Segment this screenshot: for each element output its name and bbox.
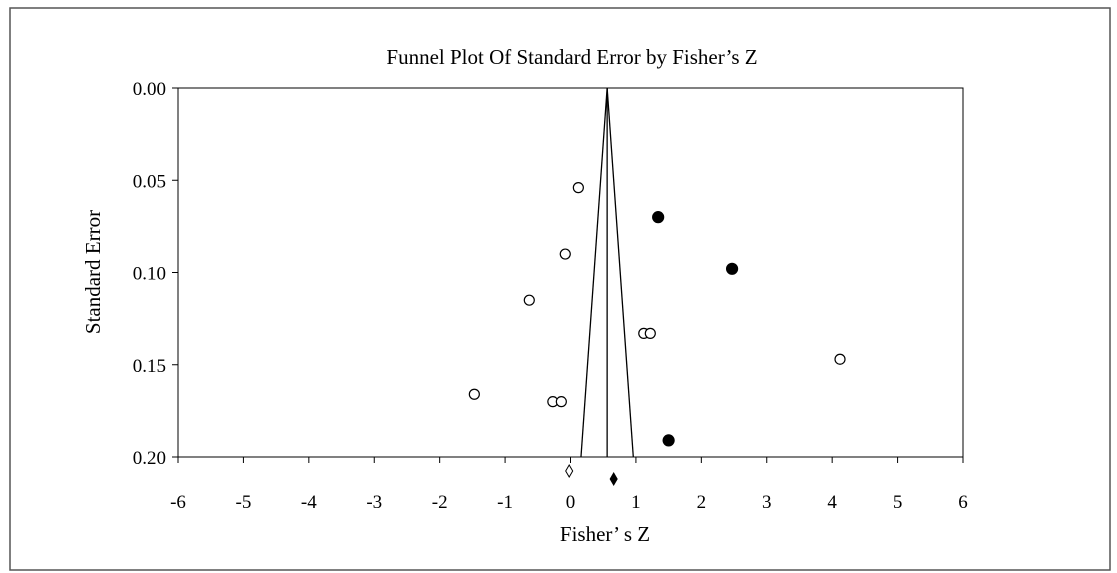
figure-frame [9,7,1111,571]
plot-border [177,87,964,458]
x-axis-title: Fisher’ s Z [560,522,650,546]
study-point [559,248,571,260]
y-axis: 0.00 0.05 0.10 0.15 0.20 [133,79,178,469]
plot-area: 0.00 0.05 0.10 0.15 0.20 -6 -5 -4 -3 -2 -1 0 1 2 3 4 5 6 [133,79,968,513]
x-tick-label: 5 [893,492,903,513]
study-point [834,353,846,365]
x-tick-label: 3 [762,492,772,513]
funnel-lines [580,87,634,458]
x-tick-label: 1 [631,492,641,513]
study-point [644,327,656,339]
chart-title: Funnel Plot Of Standard Error by Fisher’… [386,45,757,69]
x-tick-label: 0 [566,492,576,513]
x-tick-label: -5 [236,492,252,513]
x-axis: -6 -5 -4 -3 -2 -1 0 1 2 3 4 5 6 [170,457,968,513]
study-point [555,396,567,408]
imputed-study-point [652,211,665,224]
y-axis-title: Standard Error [81,210,105,334]
study-point [572,182,584,194]
y-tick-label: 0.10 [133,264,166,285]
x-tick-label: 6 [958,492,968,513]
adjusted-summary-diamond [609,472,618,486]
study-point [523,294,535,306]
study-point [468,388,480,400]
observed-summary-diamond [565,464,574,478]
x-tick-label: 2 [697,492,707,513]
funnel-left-line [580,87,608,458]
data-points [468,182,846,447]
summary-diamonds [565,464,618,486]
funnel-right-line [606,87,634,458]
x-tick-label: 4 [827,492,837,513]
imputed-study-point [725,262,739,275]
x-tick-label: -4 [301,492,317,513]
y-tick-label: 0.15 [133,356,166,377]
x-tick-label: -1 [497,492,513,513]
y-tick-label: 0.05 [133,171,166,192]
imputed-study-point [662,434,675,447]
y-tick-label: 0.00 [133,79,166,100]
x-tick-label: -3 [366,492,382,513]
x-tick-label: -6 [170,492,186,513]
y-tick-label: 0.20 [133,448,166,469]
x-tick-label: -2 [432,492,448,513]
